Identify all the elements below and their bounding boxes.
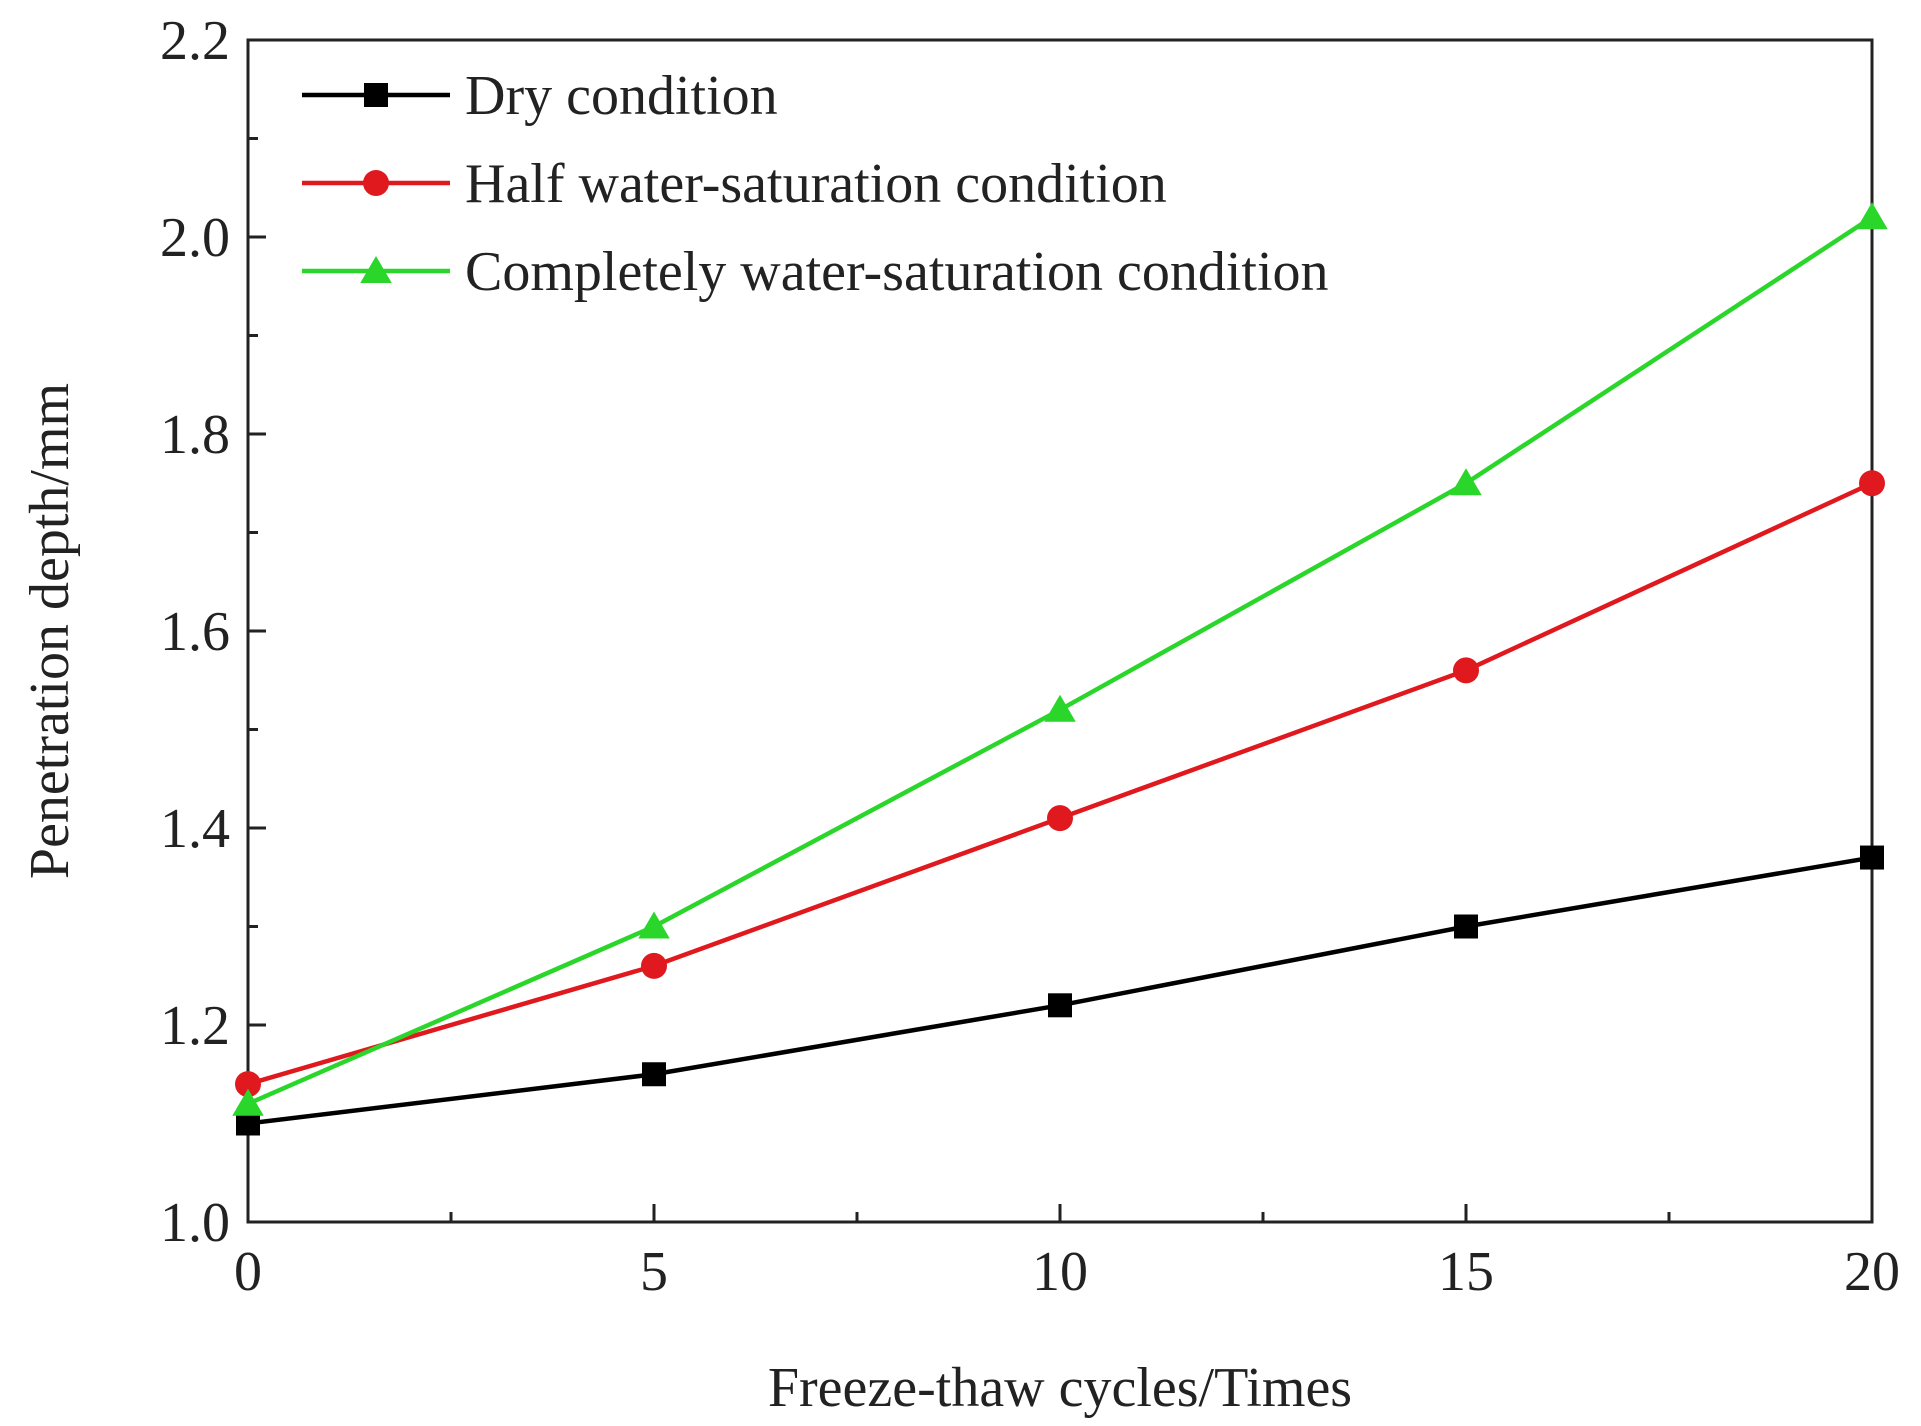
data-point-complete-saturation xyxy=(1044,694,1076,722)
legend-label-complete-saturation: Completely water-saturation condition xyxy=(465,241,1329,303)
y-tick-label: 2.0 xyxy=(160,207,230,269)
y-tick-label: 1.0 xyxy=(160,1192,230,1254)
series-half-saturation xyxy=(235,470,1885,1098)
series-line-dry xyxy=(245,855,1875,1126)
legend-label-half-saturation: Half water-saturation condition xyxy=(465,153,1167,215)
series-line-complete-saturation xyxy=(245,215,1875,1107)
data-point-dry xyxy=(1860,845,1884,870)
series-dry xyxy=(236,845,1884,1136)
data-point-half-saturation xyxy=(235,1071,261,1098)
x-tick-label: 15 xyxy=(1438,1241,1494,1303)
data-point-dry xyxy=(642,1062,666,1087)
x-tick-label: 10 xyxy=(1032,1241,1088,1303)
y-axis-label: Penetration depth/mm xyxy=(19,383,81,879)
data-point-complete-saturation xyxy=(1856,202,1888,230)
plot-frame xyxy=(246,38,1874,1224)
data-point-half-saturation xyxy=(1453,657,1479,684)
data-point-dry xyxy=(1454,914,1478,939)
series-complete-saturation xyxy=(232,202,1888,1116)
ticks-layer: 0 5 10 15 20 1.0 1.2 1.4 1.6 1.8 2.0 2.2 xyxy=(160,10,1900,1303)
legend-item-complete-saturation: Completely water-saturation condition xyxy=(302,241,1329,303)
y-tick-label: 2.2 xyxy=(160,10,230,72)
data-point-complete-saturation xyxy=(232,1088,264,1116)
data-point-half-saturation xyxy=(1047,805,1073,832)
legend: Dry condition Half water-saturation condi… xyxy=(302,65,1329,303)
x-tick-label: 0 xyxy=(234,1241,262,1303)
data-point-half-saturation xyxy=(641,952,667,979)
y-tick-label: 1.4 xyxy=(160,798,230,860)
data-point-complete-saturation xyxy=(1450,468,1482,496)
legend-marker-half-saturation xyxy=(363,170,389,196)
series-layer xyxy=(232,202,1888,1136)
x-tick-label: 20 xyxy=(1844,1241,1900,1303)
x-tick-label: 5 xyxy=(640,1241,668,1303)
data-point-complete-saturation xyxy=(638,911,670,939)
data-point-dry xyxy=(1048,993,1072,1018)
legend-label-dry: Dry condition xyxy=(465,65,778,127)
legend-item-dry: Dry condition xyxy=(302,65,778,127)
y-tick-label: 1.8 xyxy=(160,404,230,466)
x-axis-label: Freeze-thaw cycles/Times xyxy=(768,1357,1352,1419)
data-point-half-saturation xyxy=(1859,470,1885,497)
legend-marker-dry xyxy=(364,83,388,107)
plot-frame-layer xyxy=(246,38,1874,1224)
y-tick-label: 1.6 xyxy=(160,601,230,663)
y-tick-label: 1.2 xyxy=(160,995,230,1057)
legend-marker-complete-saturation xyxy=(360,256,392,283)
legend-item-half-saturation: Half water-saturation condition xyxy=(302,153,1167,215)
